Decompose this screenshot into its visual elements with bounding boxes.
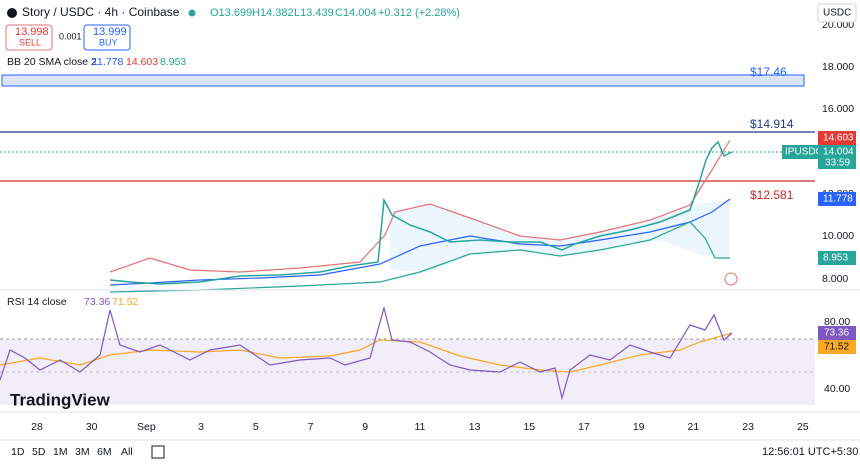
status-dot [188, 9, 196, 17]
rsi-axis-value: 73.36 [824, 328, 849, 339]
rsi-tick: 40.00 [824, 383, 850, 395]
ohlc-high: H14.382 [252, 7, 294, 19]
time-axis: 28 30 Sep 3 5 7 9 11 13 15 17 19 21 23 25 [31, 421, 809, 433]
price-label [818, 192, 856, 206]
bb-lower-value: 8.953 [160, 56, 186, 68]
time-tick: 28 [31, 421, 43, 433]
sell-button[interactable] [5, 24, 53, 51]
countdown: 33:59 [825, 158, 850, 169]
time-tick: Sep [137, 421, 156, 433]
rsi-label-box [818, 326, 856, 340]
rsi-tick: 80.00 [824, 316, 850, 328]
drawing-label: $17.46 [750, 65, 787, 79]
time-tick: 15 [523, 421, 535, 433]
timeframe-button[interactable]: 3M [75, 446, 90, 458]
timeframe-button[interactable]: 1D [11, 446, 25, 458]
timeframe-button[interactable]: 5D [32, 446, 46, 458]
bb-upper-label: 14.603 [823, 133, 854, 144]
rsi-line [0, 305, 733, 401]
ohlc-close: C14.004 [335, 7, 377, 19]
bb-basis-label: 11.778 [823, 194, 853, 205]
drawing-label: $14.914 [750, 117, 794, 131]
price-tick: 16.000 [822, 103, 854, 115]
bb-upper [109, 139, 731, 273]
bb-label: BB 20 SMA close 2 [7, 56, 97, 68]
price-tick: 8.000 [822, 273, 848, 285]
bb-fill [390, 200, 730, 272]
event-icon[interactable] [724, 272, 738, 286]
drawing-label: $12.581 [750, 188, 794, 202]
bb-lower [109, 221, 730, 293]
sell-price: 13.998 [15, 26, 49, 38]
time-tick: 30 [86, 421, 98, 433]
date-range-icon[interactable] [151, 445, 165, 459]
symbol-title[interactable]: Story / USDC · 4h · Coinbase [22, 5, 180, 19]
timeframes: 1D 5D 1M 3M 6M All [11, 446, 133, 458]
rsi-ma-value: 71.52 [112, 296, 138, 308]
rsi-ma [0, 332, 733, 373]
price-label [818, 131, 856, 145]
time-tick: 11 [414, 421, 425, 433]
zone-box [1, 74, 805, 87]
bb-upper-value: 14.603 [126, 56, 158, 68]
time-tick: 19 [633, 421, 645, 433]
time-tick: 25 [797, 421, 809, 433]
price-label [818, 145, 856, 169]
price-tick: 18.000 [822, 61, 854, 73]
symbol-icon [7, 8, 17, 18]
sell-label: SELL [19, 37, 41, 47]
buy-button[interactable] [83, 24, 131, 51]
price-tick: 10.000 [822, 230, 854, 242]
ohlc-low: L13.439 [294, 7, 334, 19]
logo: TradingView [10, 390, 111, 409]
timeframe-button[interactable]: 6M [97, 446, 112, 458]
rsi-label-box [818, 340, 856, 354]
currency-button[interactable] [817, 3, 857, 23]
last-price: 14.004 [823, 147, 854, 158]
currency[interactable]: USDC [823, 8, 851, 19]
bb-basis-value: 11.778 [92, 56, 123, 68]
rsi-ma-axis-value: 71.52 [824, 342, 849, 353]
time-tick: 13 [469, 421, 481, 433]
time-tick: 7 [308, 421, 314, 433]
clock: 12:56:01 UTC+5:30 [762, 446, 858, 458]
timeframe-button[interactable]: All [121, 446, 133, 458]
time-tick: 9 [362, 421, 368, 433]
ohlc-change: +0.312 (+2.28%) [378, 7, 460, 19]
spread: 0.001 [59, 31, 82, 41]
time-tick: 21 [688, 421, 700, 433]
time-tick: 3 [198, 421, 204, 433]
timeframe-button[interactable]: 1M [53, 446, 68, 458]
time-tick: 23 [742, 421, 754, 433]
bb-lower-label: 8.953 [823, 253, 848, 264]
time-tick: 17 [578, 421, 590, 433]
ohlc-open: O13.699 [210, 7, 252, 19]
rsi-label: RSI 14 close [7, 296, 67, 308]
symbol-tag: IPUSDC [785, 147, 823, 158]
tag [782, 145, 820, 159]
buy-label: BUY [99, 37, 118, 47]
rsi-value: 73.36 [84, 296, 110, 308]
buy-price: 13.999 [93, 26, 127, 38]
price-series [109, 140, 733, 285]
price-label [818, 251, 856, 265]
time-tick: 5 [253, 421, 259, 433]
